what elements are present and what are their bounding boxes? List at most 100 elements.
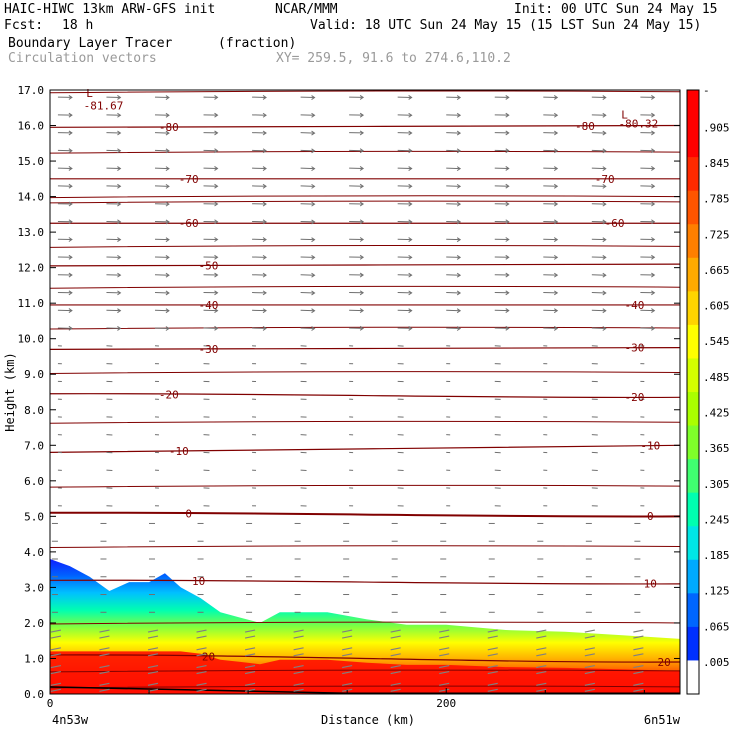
vector-arrow <box>543 272 559 278</box>
vector-arrow <box>640 272 656 278</box>
vector-arrow <box>154 255 170 260</box>
vector-arrow <box>397 219 413 225</box>
colorbar-label: .785 <box>703 193 730 206</box>
colorbar-label: .605 <box>703 300 730 313</box>
vector-arrow <box>196 629 207 639</box>
vector-arrow <box>106 183 122 189</box>
contour-label: -40 <box>624 299 644 312</box>
vector-arrow <box>300 255 316 260</box>
vector-arrow <box>57 148 73 154</box>
contour-line <box>49 195 681 199</box>
colorbar: - .905 .845 .785 .725 .665 .605 .545 .485 .425 .36… <box>686 84 730 695</box>
vector-arrow <box>446 166 462 172</box>
vector-arrow <box>487 664 498 675</box>
y-axis-label: Height (km) <box>3 352 17 431</box>
contour-line <box>49 371 681 374</box>
vector-arrow <box>439 682 450 692</box>
vector-arrow <box>300 237 316 243</box>
vector-arrow <box>494 112 510 118</box>
vector-arrow <box>494 166 510 171</box>
colorbar-swatch <box>687 526 699 561</box>
vector-arrow <box>203 130 219 136</box>
vector-arrow <box>591 112 607 118</box>
vector-arrow <box>106 308 122 314</box>
vector-arrow <box>494 254 510 260</box>
contour-line <box>49 150 681 154</box>
vector-arrow <box>244 629 256 639</box>
colorbar-label: .305 <box>703 478 730 491</box>
vector-arrow <box>446 272 462 278</box>
vector-arrow <box>591 255 607 260</box>
vector-arrow <box>397 272 413 278</box>
vector-arrow <box>203 219 219 225</box>
isotherm-0 <box>49 511 681 518</box>
vector-arrow <box>300 290 316 296</box>
colorbar-swatch <box>687 492 699 527</box>
vector-arrow <box>543 325 559 331</box>
vector-arrow <box>252 254 267 260</box>
contour-label: -70 <box>595 173 615 186</box>
vector-arrow <box>494 201 510 207</box>
xy-label: XY= 259.5, 91.6 to 274.6,110.2 <box>276 51 511 66</box>
x-right-end-label: 6n51w <box>644 713 681 727</box>
colorbar-swatch <box>687 291 699 326</box>
vector-arrow <box>446 308 462 314</box>
contour-line <box>49 420 681 424</box>
vector-arrow <box>349 272 365 278</box>
vector-arrow <box>106 130 122 136</box>
vector-arrow <box>591 326 607 331</box>
vector-arrow <box>196 664 207 675</box>
isotherm--30 <box>49 346 681 350</box>
circulation-vectors <box>50 94 656 692</box>
extremum-label: L <box>621 108 628 121</box>
vector-arrow <box>252 201 267 207</box>
vector-arrow <box>446 290 462 296</box>
axes: 0.0 1.0 2.0 3.0 4.0 5.0 6.0 7.0 8.0 9.0 10.0 11.0 12… <box>18 84 680 710</box>
isotherm--50 <box>49 263 681 267</box>
vector-arrow <box>536 647 547 657</box>
contour-label: -30 <box>199 343 219 356</box>
vector-arrow <box>640 308 656 313</box>
contour-line <box>49 285 681 289</box>
vector-arrow <box>252 166 267 171</box>
vector-arrow <box>203 237 219 242</box>
vector-arrow <box>591 290 607 296</box>
vector-arrow <box>50 682 62 692</box>
contour-label: 20 <box>202 651 215 664</box>
contour-label: -50 <box>199 259 219 272</box>
vector-arrow <box>244 647 256 657</box>
vector-arrow <box>154 308 170 314</box>
colorbar-frame <box>686 89 700 695</box>
vector-arrow <box>591 166 607 172</box>
vector-arrow <box>349 308 365 313</box>
contour-label: -60 <box>605 217 625 230</box>
y-tick-label: 12.0 <box>18 262 45 275</box>
colorbar-label: .665 <box>703 264 730 277</box>
isotherm--70 <box>49 177 681 180</box>
contour-line <box>49 484 681 488</box>
vector-arrow <box>147 682 159 692</box>
y-tick-label: 10.0 <box>18 333 45 346</box>
vector-arrow <box>106 201 122 207</box>
contour-label: -80 <box>159 121 179 134</box>
vector-arrow <box>494 183 510 189</box>
isotherm-lines <box>49 90 681 695</box>
isotherm-10 <box>49 579 681 585</box>
vector-arrow <box>584 629 595 639</box>
x-tick-label: 200 <box>436 697 456 710</box>
vector-arrow <box>640 166 656 171</box>
y-tick-label: 1.0 <box>24 652 44 665</box>
vector-arrow <box>584 647 595 657</box>
vector-arrow <box>252 112 267 118</box>
colorbar-swatch <box>687 593 699 628</box>
contour-line <box>49 200 681 204</box>
vector-arrow <box>106 237 122 243</box>
vector-arrow <box>57 308 73 313</box>
vector-arrow <box>640 130 656 136</box>
colorbar-swatch <box>687 425 699 460</box>
contour-label: 10 <box>192 575 205 588</box>
colorbar-label: .185 <box>703 549 730 562</box>
vector-arrow <box>57 290 73 296</box>
vector-arrow <box>147 629 159 639</box>
vector-arrow <box>487 647 498 657</box>
